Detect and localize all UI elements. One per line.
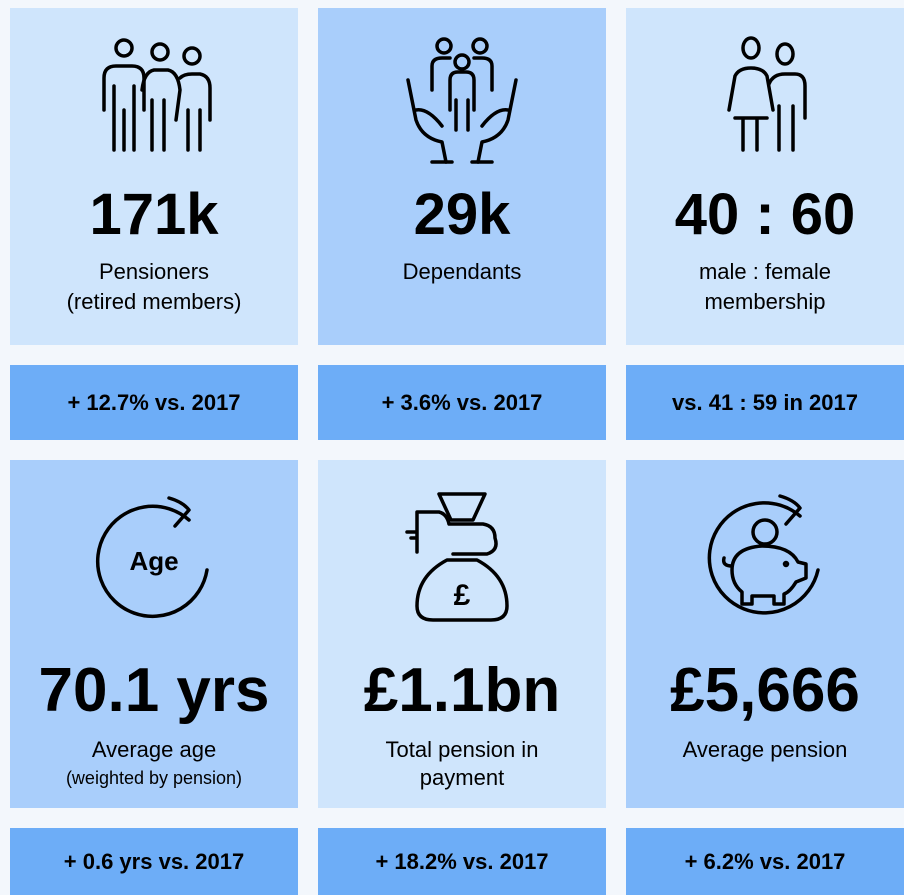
stat-label: Pensioners bbox=[98, 259, 210, 284]
stat-label: Average age bbox=[91, 737, 217, 762]
stat-value: £1.1bn bbox=[363, 656, 561, 725]
change-banner: + 0.6 yrs vs. 2017 bbox=[10, 828, 298, 895]
stat-value: £5,666 bbox=[670, 656, 860, 725]
icon-text: £ bbox=[454, 579, 471, 612]
stat-label: male : female bbox=[698, 259, 832, 284]
stat-label: (retired members) bbox=[66, 289, 242, 314]
stat-label: (weighted by pension) bbox=[65, 768, 243, 788]
stat-value: 70.1 yrs bbox=[38, 656, 270, 725]
change-banner: + 12.7% vs. 2017 bbox=[10, 365, 298, 440]
icon-text: Age bbox=[129, 546, 178, 576]
money-bag-icon: £ bbox=[405, 492, 509, 622]
stat-label: Total pension in bbox=[385, 737, 539, 762]
stat-label: payment bbox=[419, 765, 505, 790]
stat-value: 29k bbox=[413, 182, 511, 247]
change-banner: vs. 41 : 59 in 2017 bbox=[626, 365, 904, 440]
stat-card: £5,666 Average pension bbox=[626, 460, 904, 808]
people-icon bbox=[102, 38, 212, 152]
stat-card: 40 : 60 male : female membership bbox=[626, 8, 904, 345]
couple-icon bbox=[727, 36, 807, 152]
family-hands-icon bbox=[406, 37, 518, 164]
age-icon: Age bbox=[96, 496, 209, 619]
stat-value: 40 : 60 bbox=[674, 182, 856, 247]
stat-card: 29k Dependants bbox=[318, 8, 606, 345]
stat-card: £ £1.1bn Total pension in payment bbox=[318, 460, 606, 808]
piggy-bank-icon bbox=[707, 494, 820, 615]
change-banner: + 6.2% vs. 2017 bbox=[626, 828, 904, 895]
stat-value: 171k bbox=[89, 182, 219, 247]
change-banner: + 18.2% vs. 2017 bbox=[318, 828, 606, 895]
stat-label: membership bbox=[704, 289, 826, 314]
stat-card: Age 70.1 yrs Average age (weighted by pe… bbox=[10, 460, 298, 808]
stat-label: Average pension bbox=[682, 737, 848, 762]
stat-card: 171k Pensioners (retired members) bbox=[10, 8, 298, 345]
change-banner: + 3.6% vs. 2017 bbox=[318, 365, 606, 440]
stat-label: Dependants bbox=[402, 259, 522, 284]
